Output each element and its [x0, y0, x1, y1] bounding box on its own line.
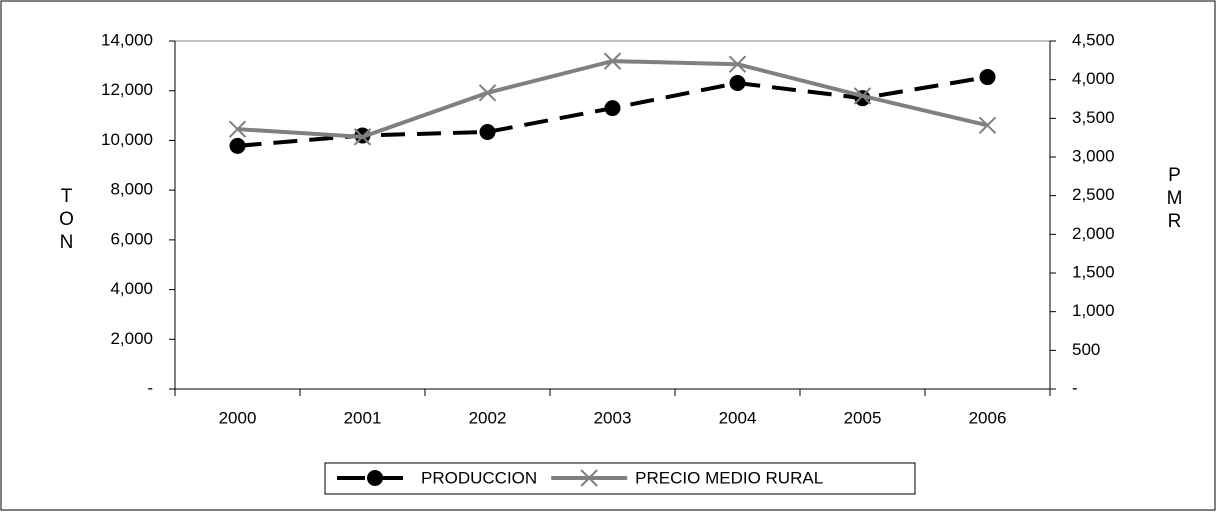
marker-dot — [729, 75, 746, 92]
x-tick-label: 2001 — [344, 408, 382, 427]
marker-dot — [229, 137, 246, 154]
x-tick-label: 2006 — [969, 408, 1007, 427]
y-tick-label: 10,000 — [101, 130, 153, 149]
x-tick-label: 2000 — [219, 408, 257, 427]
y2-tick-label: 2,500 — [1072, 185, 1115, 204]
y2-axis-label: PMR — [1164, 165, 1185, 234]
y2-tick-label: 1,500 — [1072, 262, 1115, 281]
y-tick-label: 12,000 — [101, 80, 153, 99]
y-tick-label: 2,000 — [110, 329, 153, 348]
marker-x — [853, 87, 872, 105]
marker-dot — [479, 123, 496, 140]
marker-x — [228, 120, 247, 138]
y2-tick-label: 3,500 — [1072, 108, 1115, 127]
x-tick-label: 2004 — [719, 408, 757, 427]
x-tick-label: 2005 — [844, 408, 882, 427]
x-tick-label: 2002 — [469, 408, 507, 427]
legend-label: PRECIO MEDIO RURAL — [635, 468, 823, 487]
marker-dot — [604, 100, 621, 117]
marker-x — [353, 128, 372, 146]
y2-tick-label: 4,000 — [1072, 69, 1115, 88]
y-tick-label: 4,000 — [110, 279, 153, 298]
legend-marker — [580, 469, 598, 487]
y2-tick-label: 2,000 — [1072, 224, 1115, 243]
marker-x — [478, 84, 497, 102]
legend-marker — [367, 470, 383, 486]
x-tick-label: 2003 — [594, 408, 632, 427]
y-tick-label: - — [147, 378, 153, 397]
y2-tick-label: 4,500 — [1072, 30, 1115, 49]
y-tick-label: 14,000 — [101, 30, 153, 49]
marker-x — [978, 116, 997, 135]
y2-tick-label: 1,000 — [1072, 301, 1115, 320]
legend-label: PRODUCCION — [421, 468, 537, 487]
marker-dot — [979, 69, 996, 86]
marker-x — [728, 55, 747, 73]
marker-x — [603, 52, 622, 70]
y-tick-label: 8,000 — [110, 180, 153, 199]
y-tick-label: 6,000 — [110, 229, 153, 248]
y2-tick-label: 500 — [1072, 340, 1100, 359]
y2-tick-label: - — [1072, 378, 1078, 397]
y2-tick-label: 3,000 — [1072, 146, 1115, 165]
y-axis-label: TON — [56, 186, 77, 255]
